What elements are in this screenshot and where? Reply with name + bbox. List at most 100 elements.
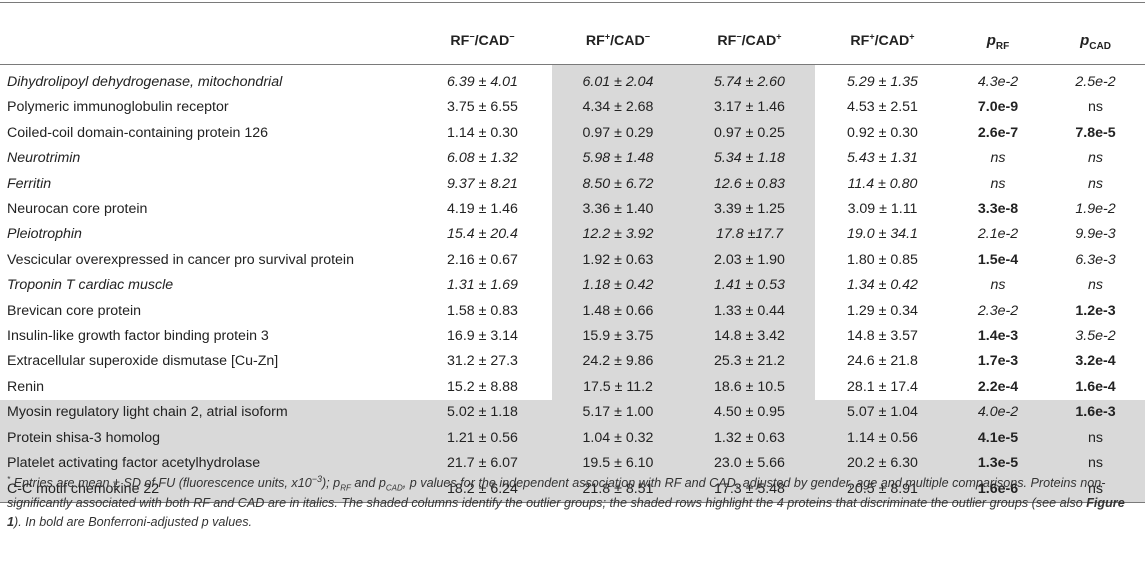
rf-neg-cad-pos-cell: 1.32 ± 0.63 bbox=[684, 425, 815, 452]
rf-neg-cad-neg-cell: 9.37 ± 8.21 bbox=[447, 175, 518, 192]
p-rf-cell: 2.1e-2 bbox=[977, 226, 1019, 243]
table-row: Coiled-coil domain-containing protein 12… bbox=[0, 120, 1145, 147]
rf-pos-cad-pos-cell: 28.1 ± 17.4 bbox=[847, 378, 918, 395]
protein-name-cell: Vescicular overexpressed in cancer pro s… bbox=[7, 251, 354, 268]
header-rf-neg-cad-neg: RF−/CAD− bbox=[450, 31, 515, 49]
results-table: RF−/CAD− RF+/CAD− RF−/CAD+ RF+/CAD+ pRF … bbox=[0, 2, 1145, 503]
header-rf-neg-cad-pos: RF−/CAD+ bbox=[717, 31, 782, 49]
rf-neg-cad-pos-cell: 3.39 ± 1.25 bbox=[684, 197, 815, 223]
protein-name-cell: Insulin-like growth factor binding prote… bbox=[7, 328, 269, 345]
p-cad-cell: 2.5e-2 bbox=[1075, 74, 1116, 90]
protein-name-cell: Renin bbox=[7, 378, 45, 395]
p-rf-cell: 7.0e-9 bbox=[977, 99, 1019, 116]
rf-pos-cad-neg-cell: 24.2 ± 9.86 bbox=[552, 349, 684, 375]
rf-pos-cad-pos-cell: 14.8 ± 3.57 bbox=[847, 328, 918, 345]
table-row: Renin 15.2 ± 8.88 17.5 ± 11.2 18.6 ± 10.5 28… bbox=[0, 374, 1145, 401]
p-rf-cell: 4.0e-2 bbox=[950, 400, 1046, 426]
rf-pos-cad-neg-cell: 19.5 ± 6.10 bbox=[552, 451, 684, 477]
p-cad-cell: 1.9e-2 bbox=[1075, 201, 1116, 218]
table-row: Brevican core protein 1.58 ± 0.83 1.48 ± 0… bbox=[0, 298, 1145, 325]
rf-pos-cad-neg-cell: 1.92 ± 0.63 bbox=[552, 247, 684, 274]
rf-neg-cad-pos-cell: 17.8 ±17.7 bbox=[684, 222, 815, 248]
header-p-cad: pCAD bbox=[1080, 32, 1111, 52]
rf-pos-cad-neg-cell: 1.04 ± 0.32 bbox=[552, 425, 684, 452]
rf-pos-cad-pos-cell: 11.4 ± 0.80 bbox=[847, 175, 918, 192]
rf-neg-cad-pos-cell: 12.6 ± 0.83 bbox=[684, 171, 815, 198]
p-rf-cell: ns bbox=[990, 150, 1006, 167]
rf-neg-cad-neg-cell: 4.19 ± 1.46 bbox=[447, 201, 518, 218]
rf-pos-cad-pos-cell: 1.14 ± 0.56 bbox=[815, 425, 950, 452]
p-cad-cell: ns bbox=[1088, 99, 1103, 116]
protein-name-cell: Myosin regulatory light chain 2, atrial … bbox=[0, 400, 413, 426]
protein-name-cell: Brevican core protein bbox=[7, 302, 142, 319]
table-row: Neurocan core protein 4.19 ± 1.46 3.36 ± 1… bbox=[0, 197, 1145, 223]
rf-pos-cad-pos-cell: 0.92 ± 0.30 bbox=[847, 124, 918, 141]
rf-pos-cad-pos-cell: 5.07 ± 1.04 bbox=[815, 400, 950, 426]
rf-pos-cad-neg-cell: 12.2 ± 3.92 bbox=[552, 222, 684, 248]
rf-pos-cad-neg-cell: 17.5 ± 11.2 bbox=[552, 374, 684, 401]
rf-pos-cad-neg-cell: 6.01 ± 2.04 bbox=[552, 64, 684, 96]
table-row: Extracellular superoxide dismutase [Cu-Z… bbox=[0, 349, 1145, 375]
p-rf-cell: ns bbox=[990, 277, 1006, 294]
protein-name-cell: Protein shisa-3 homolog bbox=[0, 425, 413, 452]
p-cad-cell: ns bbox=[1046, 451, 1145, 477]
rf-neg-cad-neg-cell: 6.39 ± 4.01 bbox=[447, 74, 518, 90]
rf-pos-cad-neg-cell: 5.98 ± 1.48 bbox=[552, 146, 684, 172]
p-cad-cell: 1.6e-4 bbox=[1075, 378, 1116, 395]
rf-neg-cad-pos-cell: 17.3 ± 5.48 bbox=[684, 476, 815, 503]
rf-neg-cad-pos-cell: 18.6 ± 10.5 bbox=[684, 374, 815, 401]
rf-neg-cad-neg-cell: 1.21 ± 0.56 bbox=[413, 425, 552, 452]
rf-pos-cad-neg-cell: 1.48 ± 0.66 bbox=[552, 298, 684, 325]
table-row: Platelet activating factor acetylhydrola… bbox=[0, 451, 1145, 477]
rf-neg-cad-pos-cell: 1.33 ± 0.44 bbox=[684, 298, 815, 325]
protein-name-cell: Neurotrimin bbox=[7, 150, 81, 167]
rf-neg-cad-neg-cell: 31.2 ± 27.3 bbox=[447, 353, 518, 370]
rf-neg-cad-pos-cell: 5.74 ± 2.60 bbox=[684, 64, 815, 96]
table-row: Dihydrolipoyl dehydrogenase, mitochondri… bbox=[0, 64, 1145, 96]
p-rf-cell: 1.5e-4 bbox=[977, 251, 1019, 268]
rf-pos-cad-neg-cell: 1.18 ± 0.42 bbox=[552, 273, 684, 299]
p-rf-cell: 1.7e-3 bbox=[977, 353, 1019, 370]
rf-neg-cad-pos-cell: 2.03 ± 1.90 bbox=[684, 247, 815, 274]
table-row: Neurotrimin 6.08 ± 1.32 5.98 ± 1.48 5.34 ± … bbox=[0, 146, 1145, 172]
table-footnote: * Entries are mean ± SD of FU (fluoresce… bbox=[7, 473, 1125, 530]
protein-name-cell: Neurocan core protein bbox=[7, 201, 148, 218]
rf-pos-cad-pos-cell: 1.29 ± 0.34 bbox=[847, 302, 918, 319]
p-rf-cell: 1.4e-3 bbox=[977, 328, 1019, 345]
p-cad-cell: 1.6e-3 bbox=[1046, 400, 1145, 426]
table-body: Dihydrolipoyl dehydrogenase, mitochondri… bbox=[0, 64, 1145, 503]
p-cad-cell: ns bbox=[1088, 150, 1103, 167]
rf-pos-cad-neg-cell: 5.17 ± 1.00 bbox=[552, 400, 684, 426]
rf-pos-cad-neg-cell: 8.50 ± 6.72 bbox=[552, 171, 684, 198]
table-row: C-C motif chemokine 22 18.2 ± 6.24 21.8 ± … bbox=[0, 476, 1145, 503]
rf-neg-cad-neg-cell: 1.14 ± 0.30 bbox=[447, 124, 518, 141]
rf-neg-cad-neg-cell: 15.4 ± 20.4 bbox=[447, 226, 518, 243]
p-cad-cell: 9.9e-3 bbox=[1075, 226, 1116, 243]
rf-pos-cad-pos-cell: 20.2 ± 6.30 bbox=[815, 451, 950, 477]
rf-pos-cad-pos-cell: 3.09 ± 1.11 bbox=[847, 201, 918, 218]
rf-neg-cad-pos-cell: 23.0 ± 5.66 bbox=[684, 451, 815, 477]
p-rf-cell: 4.3e-2 bbox=[977, 74, 1019, 90]
table-row: Pleiotrophin 15.4 ± 20.4 12.2 ± 3.92 17.8 ±… bbox=[0, 222, 1145, 248]
rf-neg-cad-neg-cell: 6.08 ± 1.32 bbox=[447, 150, 518, 167]
rf-pos-cad-neg-cell: 21.8 ± 8.51 bbox=[552, 476, 684, 503]
table-row: Polymeric immunoglobulin receptor 3.75 ± … bbox=[0, 95, 1145, 121]
rf-pos-cad-neg-cell: 3.36 ± 1.40 bbox=[552, 197, 684, 223]
p-rf-cell: 1.3e-5 bbox=[950, 451, 1046, 477]
table-row: Vescicular overexpressed in cancer pro s… bbox=[0, 247, 1145, 274]
protein-name-cell: Polymeric immunoglobulin receptor bbox=[7, 99, 229, 116]
rf-neg-cad-pos-cell: 3.17 ± 1.46 bbox=[684, 95, 815, 121]
header-rf-pos-cad-pos: RF+/CAD+ bbox=[850, 31, 915, 49]
p-cad-cell: 1.2e-3 bbox=[1075, 302, 1116, 319]
rf-pos-cad-pos-cell: 24.6 ± 21.8 bbox=[847, 353, 918, 370]
p-cad-cell: ns bbox=[1088, 277, 1103, 294]
rf-neg-cad-neg-cell: 1.31 ± 1.69 bbox=[447, 277, 518, 294]
p-cad-cell: 7.8e-5 bbox=[1075, 124, 1116, 141]
table-row: Myosin regulatory light chain 2, atrial … bbox=[0, 400, 1145, 426]
p-rf-cell: 2.6e-7 bbox=[977, 124, 1019, 141]
rf-pos-cad-pos-cell: 19.0 ± 34.1 bbox=[847, 226, 918, 243]
rf-pos-cad-pos-cell: 4.53 ± 2.51 bbox=[847, 99, 918, 116]
protein-name-cell: Troponin T cardiac muscle bbox=[7, 277, 174, 294]
p-cad-cell: ns bbox=[1046, 476, 1145, 503]
rf-neg-cad-pos-cell: 14.8 ± 3.42 bbox=[684, 324, 815, 350]
